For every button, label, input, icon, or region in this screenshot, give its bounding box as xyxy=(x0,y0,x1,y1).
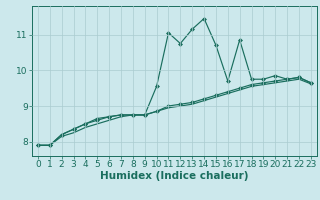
X-axis label: Humidex (Indice chaleur): Humidex (Indice chaleur) xyxy=(100,171,249,181)
